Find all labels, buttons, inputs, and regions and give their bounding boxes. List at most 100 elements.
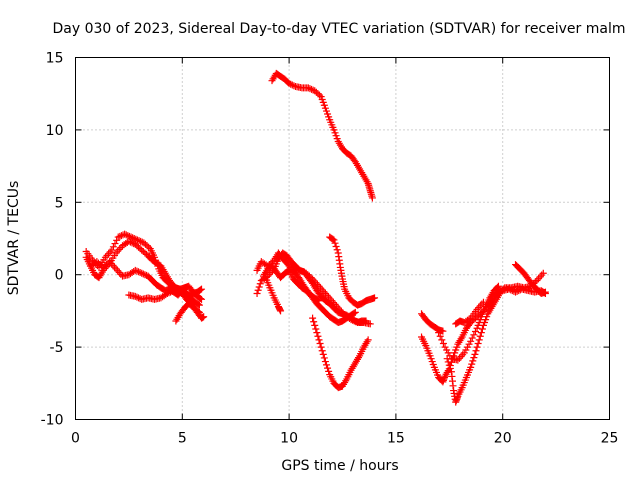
data-point [493, 283, 501, 291]
series-track-11 [309, 314, 372, 392]
series-track-14 [418, 310, 447, 335]
data-point [470, 354, 478, 362]
data-point [138, 269, 146, 277]
data-point [435, 329, 443, 337]
data-point [312, 325, 320, 333]
data-point [541, 288, 549, 296]
data-point [371, 294, 379, 302]
data-point [163, 290, 171, 298]
data-point [318, 347, 326, 355]
data-point [141, 271, 149, 279]
data-point [368, 194, 376, 202]
y-tick-label: 0 [55, 268, 64, 284]
series-track-16 [443, 269, 547, 406]
data-point [325, 367, 333, 375]
data-point [321, 358, 329, 366]
data-point [200, 313, 208, 321]
data-point [332, 242, 340, 250]
data-point [304, 84, 312, 92]
data-point [475, 336, 483, 344]
x-tick-label: 10 [280, 431, 298, 447]
data-point [446, 364, 454, 372]
series-track-17 [435, 282, 502, 364]
data-point [494, 282, 502, 290]
data-point [478, 325, 486, 333]
data-point [287, 80, 295, 88]
y-tick-label: -5 [50, 340, 64, 356]
data-point [133, 293, 141, 301]
data-point [167, 288, 175, 296]
series-track-19 [512, 261, 549, 298]
data-point [131, 292, 139, 300]
data-point [350, 317, 358, 325]
data-points [82, 69, 549, 406]
data-point [438, 336, 446, 344]
data-point [277, 307, 285, 315]
data-point [196, 295, 204, 303]
data-point [136, 269, 144, 277]
data-point [309, 314, 317, 322]
data-point [117, 232, 125, 240]
data-point [315, 336, 323, 344]
data-point [465, 315, 473, 323]
data-point [311, 321, 319, 329]
series-track-8 [259, 262, 323, 305]
data-point [439, 327, 447, 335]
data-point [439, 339, 447, 347]
data-point [350, 309, 358, 317]
data-point [299, 268, 307, 276]
data-point [331, 239, 339, 247]
data-point [310, 318, 318, 326]
data-point [347, 316, 355, 324]
data-point [322, 361, 330, 369]
data-point [476, 332, 484, 340]
series-track-12 [326, 233, 379, 309]
series-track-13 [268, 69, 376, 202]
data-point [124, 232, 132, 240]
series-track-10 [289, 262, 370, 326]
data-point [139, 270, 147, 278]
data-point [137, 237, 145, 245]
tick-labels: 0 5 10 15 20 25 -10 -5 0 5 10 15 [41, 51, 619, 447]
data-point [315, 297, 323, 305]
data-point [285, 80, 293, 88]
data-point [128, 239, 136, 247]
x-tick-label: 5 [178, 431, 187, 447]
x-axis-title: GPS time / hours [281, 458, 398, 474]
data-point [362, 317, 370, 325]
x-tick-label: 25 [601, 431, 619, 447]
data-point [445, 361, 453, 369]
data-point [317, 343, 325, 351]
plot-frame [75, 57, 610, 420]
data-point [444, 358, 452, 366]
series-track-4 [125, 282, 206, 303]
data-point [471, 350, 479, 358]
data-point [135, 294, 143, 302]
x-tick-label: 20 [494, 431, 512, 447]
data-point [330, 236, 338, 244]
data-point [125, 237, 133, 245]
data-point [316, 91, 324, 99]
data-point [122, 231, 130, 239]
series-track-18 [452, 298, 487, 328]
data-point [467, 363, 475, 371]
data-point [470, 331, 478, 339]
y-tick-label: -10 [41, 413, 64, 429]
data-point [131, 266, 139, 274]
data-point [329, 235, 337, 243]
data-point [473, 343, 481, 351]
data-point [306, 85, 314, 93]
data-point [474, 339, 482, 347]
series-track-9 [262, 274, 285, 315]
data-point [308, 85, 316, 93]
data-point [539, 269, 547, 277]
data-point [469, 357, 477, 365]
data-point [165, 289, 173, 297]
data-point [479, 298, 487, 306]
data-point [314, 332, 322, 340]
y-tick-label: 15 [46, 51, 64, 67]
data-point [472, 347, 480, 355]
data-point [198, 295, 206, 303]
